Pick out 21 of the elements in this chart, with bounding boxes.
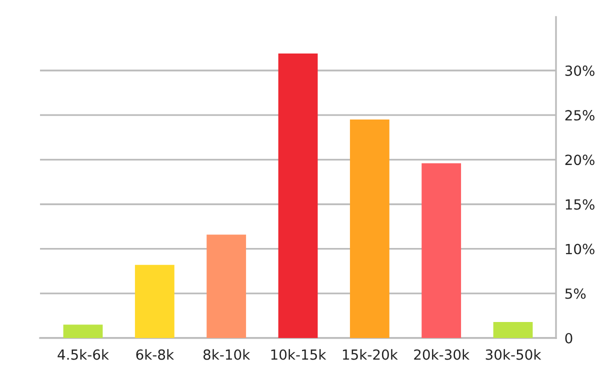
x-tick-label: 30k-50k: [486, 349, 542, 360]
bar: [63, 324, 103, 338]
bar: [206, 234, 246, 338]
bar: [422, 163, 462, 338]
y-tick-label: 30%: [565, 65, 594, 76]
y-tick-label: 0: [565, 332, 572, 344]
y-tick-label: 10%: [566, 244, 594, 254]
x-tick-label: 20k-30k: [414, 349, 470, 360]
x-tick-label: 6k-8k: [136, 349, 174, 360]
y-tick-label: 5%: [565, 288, 586, 299]
x-tick-label: 10k-15k: [271, 349, 326, 360]
bar: [134, 264, 174, 338]
bar: [493, 322, 533, 338]
y-tick-label: 15%: [566, 199, 594, 210]
bar: [278, 54, 318, 338]
x-tick-label: 4.5k-6k: [58, 349, 109, 360]
x-tick-label: 8k-10k: [203, 349, 250, 360]
y-tick-label: 20%: [565, 154, 594, 166]
x-tick-label: 15k-20k: [342, 349, 398, 360]
y-tick-label: 25%: [565, 110, 594, 121]
bar: [350, 120, 390, 338]
